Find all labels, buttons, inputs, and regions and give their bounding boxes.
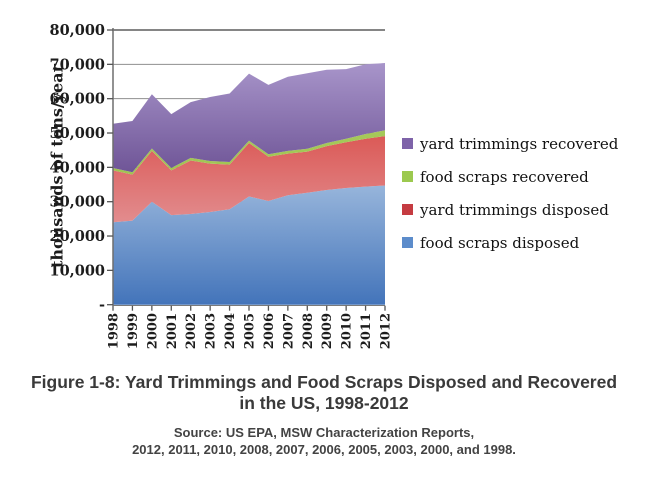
y-axis-tick-label: 50,000 bbox=[50, 125, 106, 142]
figure-source-line1: Source: US EPA, MSW Characterization Rep… bbox=[173, 425, 475, 440]
legend-label: food scraps disposed bbox=[420, 233, 580, 252]
x-axis-tick-label: 2000 bbox=[145, 313, 160, 349]
x-axis-tick-label: 2008 bbox=[301, 313, 316, 349]
y-axis-tick-label: 10,000 bbox=[50, 262, 106, 279]
x-axis-tick-label: 2009 bbox=[320, 313, 335, 349]
y-axis-tick-label: 30,000 bbox=[50, 194, 106, 211]
x-axis-tick-label: 2005 bbox=[243, 313, 258, 349]
y-axis-tick-label: 20,000 bbox=[50, 228, 106, 245]
legend-swatch-icon bbox=[402, 138, 413, 149]
stacked-area-chart: - 10,000 20,000 30,000 40,000 50,000 60,000 70,… bbox=[47, 22, 619, 349]
x-axis-tick-label: 1998 bbox=[107, 313, 122, 349]
legend-item: yard trimmings disposed bbox=[402, 193, 618, 226]
legend-item: food scraps recovered bbox=[402, 160, 618, 193]
y-axis-title: thousands of tons/year bbox=[47, 63, 67, 269]
x-axis-tick-label: 2011 bbox=[359, 313, 374, 349]
legend-swatch-icon bbox=[402, 171, 413, 182]
x-axis-tick-label: 1999 bbox=[126, 313, 141, 349]
legend-label: yard trimmings recovered bbox=[420, 134, 619, 153]
area-yard-trimmings-disposed bbox=[113, 136, 385, 223]
x-axis-tick-label: 2012 bbox=[379, 313, 394, 349]
chart-legend: yard trimmings recovered food scraps reco… bbox=[402, 127, 618, 259]
legend-label: food scraps recovered bbox=[420, 167, 589, 186]
x-axis-tick-label: 2007 bbox=[281, 313, 296, 349]
legend-item: food scraps disposed bbox=[402, 226, 618, 259]
x-axis-tick-label: 2001 bbox=[165, 313, 180, 349]
figure-source: Source: US EPA, MSW Characterization Rep… bbox=[0, 424, 648, 458]
x-axis-tick-label: 2010 bbox=[340, 313, 355, 349]
figure-source-line2: 2012, 2011, 2010, 2008, 2007, 2006, 2005… bbox=[132, 442, 516, 457]
legend-swatch-icon bbox=[402, 237, 413, 248]
chart-svg: - 10,000 20,000 30,000 40,000 50,000 60,000 70,… bbox=[50, 22, 394, 349]
y-axis-tick-label: 60,000 bbox=[50, 91, 106, 108]
legend-swatch-icon bbox=[402, 204, 413, 215]
figure-caption: Figure 1-8: Yard Trimmings and Food Scra… bbox=[0, 372, 648, 414]
area-yard-trimmings-recovered bbox=[113, 63, 385, 173]
x-axis-tick-label: 2003 bbox=[204, 313, 219, 349]
legend-item: yard trimmings recovered bbox=[402, 127, 618, 160]
y-axis-tick-label: 70,000 bbox=[50, 56, 106, 73]
area-food-scraps-recovered bbox=[113, 130, 385, 175]
area-food-scraps-disposed bbox=[113, 185, 385, 305]
figure-caption-line1: Figure 1-8: Yard Trimmings and Food Scra… bbox=[30, 372, 618, 392]
y-axis-tick-label: 80,000 bbox=[50, 22, 106, 39]
y-axis-tick-label: 40,000 bbox=[50, 159, 106, 176]
y-axis-tick-label: - bbox=[99, 297, 105, 314]
x-axis-tick-label: 2006 bbox=[262, 313, 277, 349]
figure-caption-line2: in the US, 1998-2012 bbox=[239, 393, 409, 413]
legend-label: yard trimmings disposed bbox=[420, 200, 609, 219]
x-axis-tick-label: 2004 bbox=[223, 313, 238, 349]
x-axis-tick-label: 2002 bbox=[184, 313, 199, 349]
